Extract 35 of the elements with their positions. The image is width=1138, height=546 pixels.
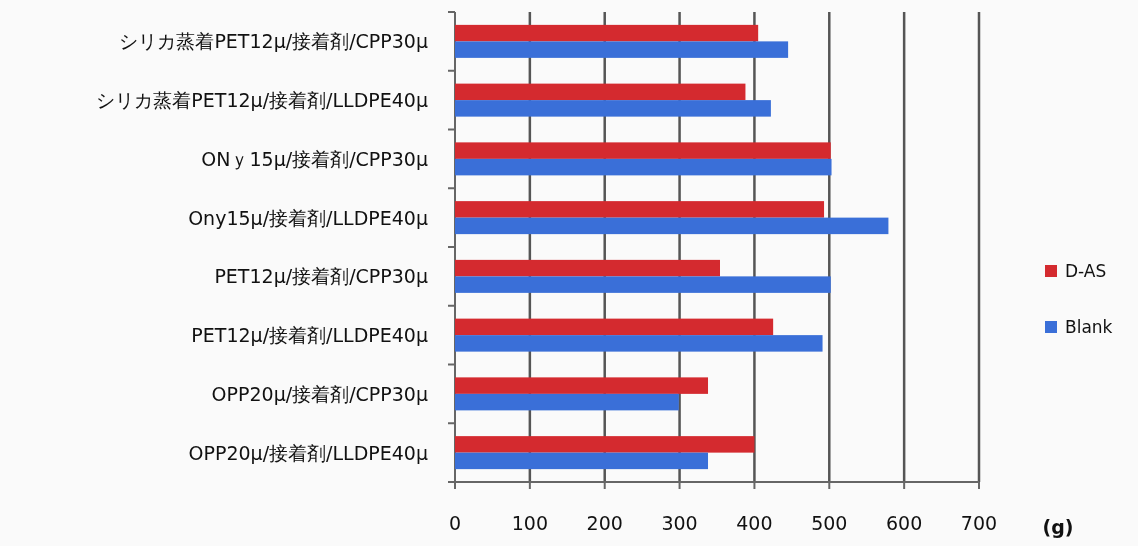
x-tick-label: 700	[960, 512, 998, 534]
bar	[455, 259, 720, 277]
bar	[455, 276, 831, 293]
bar	[455, 377, 709, 394]
y-tick-label: シリカ蒸着PET12μ/接着剤/LLDPE40μ	[96, 89, 428, 112]
y-tick-label: PET12μ/接着剤/LLDPE40μ	[191, 324, 428, 347]
y-tick-label: Ony15μ/接着剤/LLDPE40μ	[188, 206, 428, 229]
x-tick-label: 600	[886, 512, 923, 534]
bar	[455, 452, 709, 470]
x-tick-label: 200	[586, 512, 623, 534]
bar	[455, 83, 746, 101]
x-tick-label: 0	[448, 512, 462, 534]
bar	[455, 41, 789, 58]
bar	[455, 158, 832, 176]
bar	[455, 201, 825, 218]
bar	[455, 318, 774, 336]
bar	[455, 436, 755, 453]
bar	[455, 335, 823, 352]
legend-label: Blank	[1065, 317, 1113, 337]
legend-label: D-AS	[1065, 261, 1107, 281]
y-tick-label: OPP20μ/接着剤/LLDPE40μ	[188, 441, 428, 464]
bar	[455, 393, 679, 411]
y-tick-label: シリカ蒸着PET12μ/接着剤/CPP30μ	[119, 30, 428, 53]
bar	[455, 24, 759, 42]
y-tick-label: PET12μ/接着剤/CPP30μ	[214, 265, 428, 288]
bar	[455, 217, 889, 235]
x-tick-label: 400	[736, 512, 773, 534]
y-tick-label: ONｙ15μ/接着剤/CPP30μ	[201, 147, 428, 170]
x-axis-title: (g)	[1042, 516, 1074, 538]
bar	[455, 100, 771, 117]
x-tick-label: 300	[661, 512, 698, 534]
x-tick-label: 100	[511, 512, 548, 534]
y-tick-label: OPP20μ/接着剤/CPP30μ	[211, 382, 428, 405]
x-tick-label: 500	[811, 512, 848, 534]
bar	[455, 142, 831, 159]
